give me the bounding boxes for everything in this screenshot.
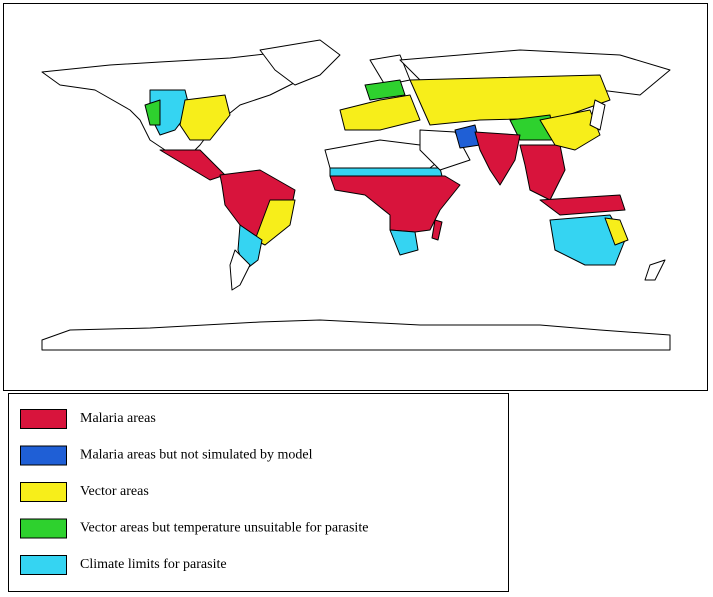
legend-swatch [20, 445, 67, 466]
region [431, 219, 443, 241]
world-map [41, 39, 671, 351]
region [144, 99, 161, 126]
region [589, 99, 606, 131]
legend-swatch [20, 482, 67, 502]
legend-label: Malaria areas but not simulated by model [80, 448, 313, 463]
legend-swatch [20, 555, 67, 575]
region [41, 319, 671, 351]
region [329, 167, 443, 177]
region [254, 199, 296, 246]
legend: Malaria areas Malaria areas but not simul… [20, 409, 368, 575]
region [549, 214, 626, 266]
legend-swatch [20, 518, 67, 539]
region [229, 249, 251, 291]
region [604, 217, 629, 246]
region [539, 109, 601, 151]
legend-label: Vector areas but temperature unsuitable … [80, 521, 368, 536]
region [474, 131, 521, 186]
legend-swatch [20, 409, 67, 429]
region [179, 94, 231, 141]
legend-label: Malaria areas [80, 411, 156, 426]
region [389, 229, 419, 256]
legend-label: Climate limits for parasite [80, 557, 227, 572]
region [259, 39, 341, 86]
legend-frame [8, 393, 509, 592]
legend-label: Vector areas [80, 484, 149, 499]
region [364, 79, 406, 101]
region [644, 259, 666, 281]
region [339, 94, 421, 131]
region [539, 194, 626, 216]
